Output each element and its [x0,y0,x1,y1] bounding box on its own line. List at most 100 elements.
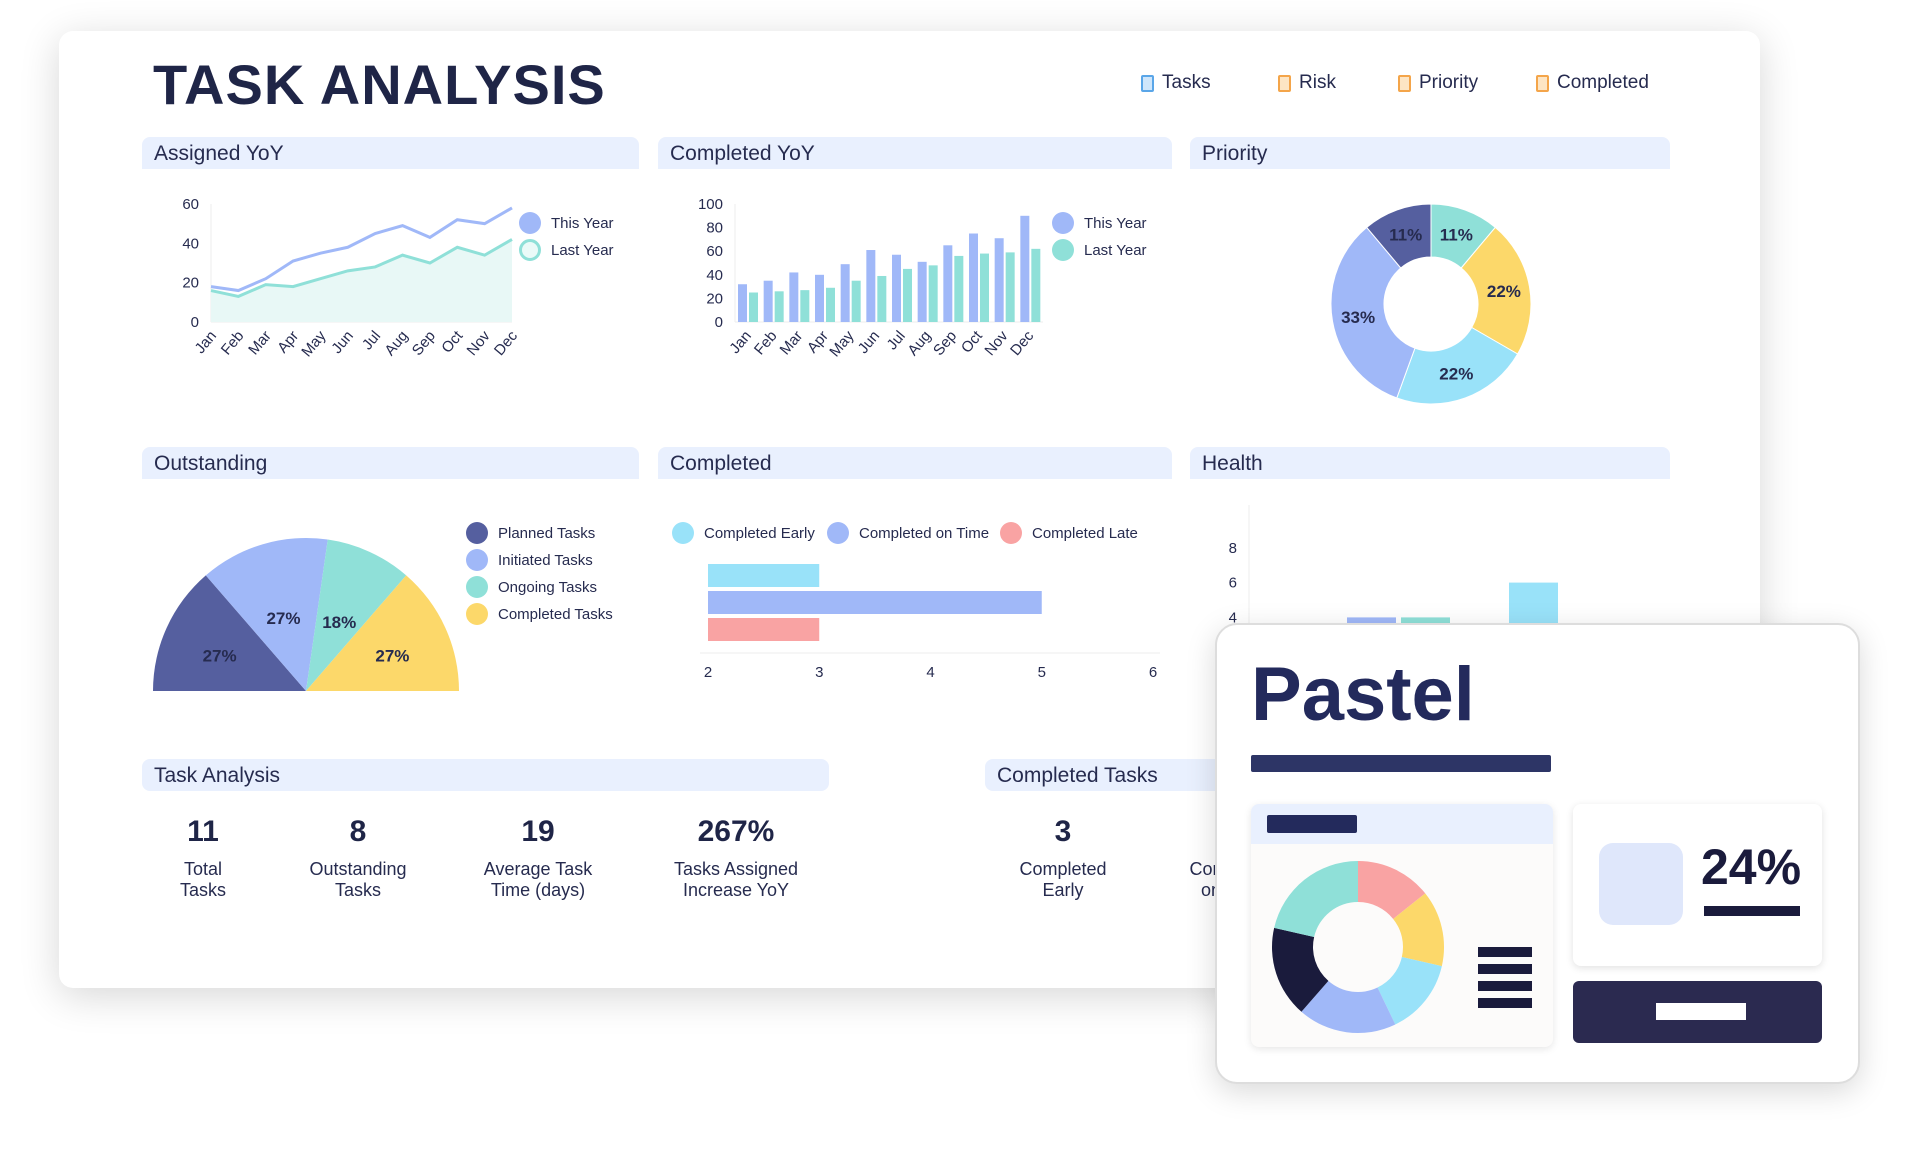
bar-this-year [815,274,824,322]
y-tick-label: 4 [1229,609,1237,626]
y-tick-label: 6 [1229,575,1237,592]
stat-outstanding: 8 Outstanding Tasks [258,815,458,901]
bar-last-year [774,291,784,322]
legend-dot [1000,522,1022,544]
legend-label: This Year [1084,214,1147,232]
outstanding-slice-label: 18% [322,613,356,632]
legend-ongoing: Ongoing Tasks [466,576,597,598]
x-tick-label: 3 [815,664,823,681]
legend-dot [466,576,488,598]
stat-value: 11 [187,815,219,848]
y-tick-label: 20 [706,290,723,307]
priority-slice-label: 11% [1389,225,1422,244]
page-title: TASK ANALYSIS [153,53,606,116]
stat-value: 267% [697,815,775,848]
document-icon [1141,74,1154,92]
bar-this-year [969,233,978,322]
x-tick-label: Jul [359,328,384,354]
x-tick-label: Aug [381,328,411,359]
outstanding-slice [306,539,407,691]
bar-this-year [763,280,773,322]
preview-donut-slice [1274,861,1358,937]
legend-label: Initiated Tasks [498,551,593,569]
legend-label: This Year [551,214,614,232]
legend-risk[interactable]: Risk [1278,72,1336,94]
stat-label: Average Task Time (days) [483,859,593,900]
legend-label: Risk [1299,72,1336,93]
x-tick-label: 4 [926,664,934,681]
legend-dot [466,549,488,571]
panel-header-assigned: Assigned YoY [142,137,639,169]
x-tick-label: Jun [328,328,357,357]
bar-last-year [1031,248,1041,322]
legend-label: Completed Early [704,524,815,542]
outstanding-slice-label: 27% [375,647,409,666]
stat-value: 8 [349,815,367,848]
completed-bar [708,591,1042,614]
bar-last-year [980,253,989,322]
bar-last-year [826,287,835,322]
preview-header-bar [1267,815,1357,833]
legend-last-year: Last Year [1052,239,1147,261]
x-tick-label: Dec [1007,327,1037,359]
panel-header-completed: Completed [658,447,1172,479]
legend-dot [1052,212,1074,234]
legend-tasks[interactable]: Tasks [1141,72,1211,94]
title-underline [1251,755,1551,772]
preview-donut-slice [1301,980,1396,1033]
preview-button[interactable] [1573,981,1822,1043]
x-tick-label: Feb [751,328,781,359]
x-tick-label: 5 [1038,664,1046,681]
y-tick-label: 0 [191,314,199,331]
legend-label: Ongoing Tasks [498,578,597,596]
priority-slice-label: 22% [1439,365,1473,384]
legend-label: Completed on Time [859,524,990,542]
legend-early: Completed Early [672,522,815,544]
bar-last-year [877,275,887,322]
panel-header-outstanding: Outstanding [142,447,639,479]
legend-label: Priority [1419,72,1479,93]
legend-priority[interactable]: Priority [1398,72,1478,94]
legend-this-year: This Year [1052,212,1147,234]
legend-label: Last Year [551,241,614,259]
priority-slice [1396,326,1519,405]
legend-on-time: Completed on Time [827,522,989,544]
notebook-icon [1398,74,1411,92]
outstanding-slice [153,575,306,691]
bar-this-year [738,284,747,322]
preview-kpi-card: 24% [1573,804,1822,966]
completed-bar [708,618,820,641]
pastel-theme-card[interactable]: Pastel 24% [1215,623,1860,1084]
legend-initiated: Initiated Tasks [466,549,593,571]
stat-average-time: 19 Average Task Time (days) [438,815,638,901]
legend-dot [466,603,488,625]
x-tick-label: May [826,327,858,360]
preview-donut [1272,861,1444,1033]
legend-dot [1052,239,1074,261]
bar-this-year [892,254,901,322]
x-tick-label: Jan [726,328,755,357]
legend-label: Completed [1557,72,1649,93]
legend-late: Completed Late [1000,522,1138,544]
bar-last-year [800,290,810,322]
area-last-year [211,239,512,322]
legend-this-year: This Year [519,212,614,234]
legend-planned: Planned Tasks [466,522,595,544]
outstanding-slice [205,538,328,691]
y-tick-label: 80 [706,220,723,237]
line-this-year [210,206,513,293]
bar-last-year [851,280,861,322]
bar-this-year [866,250,876,322]
stat-label: Completed Early [1019,859,1107,900]
pastel-title: Pastel [1251,652,1475,737]
y-tick-label: 40 [182,235,199,252]
kpi-swatch [1599,843,1683,925]
bar-last-year [1005,252,1015,322]
legend-completed-tasks: Completed Tasks [466,603,613,625]
stat-label: Tasks Assigned Increase YoY [673,859,799,900]
notebook-icon [1536,74,1549,92]
legend-completed[interactable]: Completed [1536,72,1649,94]
x-tick-label: 2 [704,664,712,681]
bar-this-year [994,238,1004,322]
y-tick-label: 100 [698,196,723,213]
